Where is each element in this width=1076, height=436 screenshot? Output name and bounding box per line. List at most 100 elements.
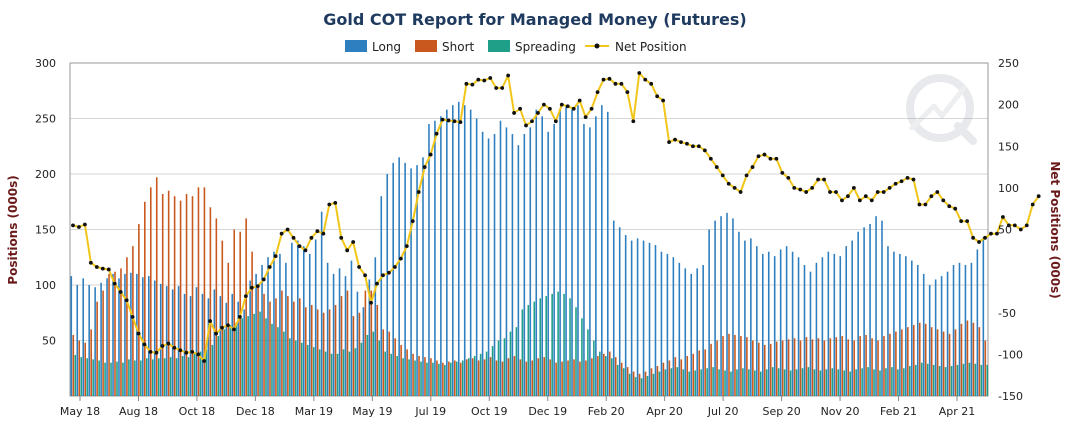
- short-bar: [84, 342, 86, 396]
- right-tick-label: -100: [998, 348, 1023, 361]
- left-tick-label: 150: [35, 224, 56, 237]
- spreading-bar: [813, 369, 816, 396]
- spreading-bar: [336, 353, 339, 396]
- spreading-bar: [646, 376, 649, 396]
- spreading-bar: [891, 367, 893, 396]
- long-bar: [368, 279, 371, 396]
- short-bar: [418, 356, 420, 396]
- net-position-point: [995, 231, 999, 236]
- long-bar: [952, 265, 955, 396]
- short-bar: [930, 327, 933, 396]
- short-bar: [746, 337, 748, 396]
- right-axis-title: Net Positions (000s): [1048, 161, 1062, 299]
- net-position-point: [1012, 223, 1017, 228]
- long-bar: [869, 223, 871, 396]
- net-position-point: [100, 266, 105, 271]
- spreading-bar: [855, 369, 857, 396]
- spreading-bar: [587, 329, 589, 396]
- net-position-point: [130, 315, 135, 319]
- legend-item-short[interactable]: Short: [415, 40, 474, 54]
- net-position-point: [875, 190, 880, 194]
- short-bar: [132, 246, 134, 396]
- spreading-bar: [730, 371, 732, 396]
- short-bar: [608, 351, 611, 396]
- short-bar: [674, 357, 677, 396]
- long-bar: [767, 251, 770, 396]
- short-bar: [388, 331, 391, 396]
- long-bar: [916, 265, 919, 396]
- short-bar: [287, 296, 289, 396]
- legend[interactable]: Long Short Spreading Net Position: [345, 40, 687, 54]
- spreading-bar: [151, 359, 154, 396]
- x-tick-label: May 18: [60, 405, 100, 418]
- short-bar: [310, 304, 313, 396]
- spreading-bar: [384, 351, 387, 396]
- spreading-bar: [682, 369, 685, 396]
- net-position-point: [828, 190, 832, 194]
- spreading-bar: [986, 364, 989, 396]
- spreading-bar: [330, 353, 333, 396]
- spreading-bar: [187, 357, 190, 396]
- short-bar: [436, 360, 438, 396]
- short-bar: [215, 218, 218, 396]
- net-position-point: [124, 298, 129, 303]
- net-position-point: [786, 175, 791, 180]
- short-bar: [144, 201, 146, 396]
- net-position-point: [756, 154, 761, 159]
- net-position-point: [255, 284, 260, 289]
- spreading-bar: [628, 373, 631, 396]
- net-position-point: [392, 265, 397, 269]
- left-tick-label: 200: [35, 168, 56, 181]
- short-bar: [638, 373, 641, 396]
- long-bar: [934, 279, 937, 396]
- long-bar: [595, 116, 597, 396]
- net-position-point: [571, 106, 576, 111]
- spreading-bar: [426, 362, 428, 396]
- short-bar: [907, 327, 909, 396]
- long-bar: [452, 105, 454, 397]
- net-position-point: [667, 140, 671, 144]
- net-position-point: [327, 202, 332, 207]
- net-position-point: [184, 350, 189, 355]
- long-bar: [517, 145, 520, 396]
- net-position-point: [691, 144, 695, 149]
- net-position-point: [768, 156, 773, 161]
- net-position-point: [452, 119, 457, 124]
- legend-item-long[interactable]: Long: [345, 40, 401, 54]
- short-bar: [334, 304, 337, 396]
- net-position-point: [601, 77, 606, 82]
- spreading-bar: [575, 307, 577, 396]
- net-position-point: [148, 349, 153, 354]
- x-tick-label: Apr 20: [646, 405, 683, 418]
- spreading-bar: [771, 367, 774, 396]
- legend-label-long: Long: [372, 40, 401, 54]
- long-bar: [756, 246, 758, 396]
- spreading-bar: [348, 351, 351, 396]
- net-position-point: [959, 219, 964, 224]
- long-bar: [457, 101, 460, 396]
- net-position-point: [243, 294, 248, 298]
- spreading-bar: [205, 349, 208, 396]
- net-position-point: [488, 76, 493, 80]
- spreading-bar: [652, 373, 655, 396]
- long-bar: [136, 273, 138, 396]
- watermark-logo-icon: [906, 74, 977, 145]
- x-tick-label: Oct 18: [179, 405, 216, 418]
- spreading-bar: [831, 368, 834, 396]
- short-bar: [489, 357, 492, 396]
- long-bar: [392, 162, 394, 396]
- legend-item-net-position[interactable]: Net Position: [585, 40, 687, 54]
- legend-item-spreading[interactable]: Spreading: [488, 40, 576, 54]
- short-bar: [161, 193, 164, 396]
- long-bar: [791, 251, 794, 396]
- net-position-point: [679, 140, 683, 144]
- x-tick-label: Sep 20: [762, 405, 800, 418]
- spreading-bar: [354, 348, 357, 396]
- spreading-bar: [128, 359, 130, 396]
- legend-swatch-spreading: [488, 40, 510, 52]
- long-bar: [82, 278, 85, 396]
- spreading-bar: [914, 364, 917, 396]
- net-position-point: [834, 190, 838, 194]
- spreading-bar: [980, 364, 983, 396]
- spreading-bar: [867, 367, 869, 396]
